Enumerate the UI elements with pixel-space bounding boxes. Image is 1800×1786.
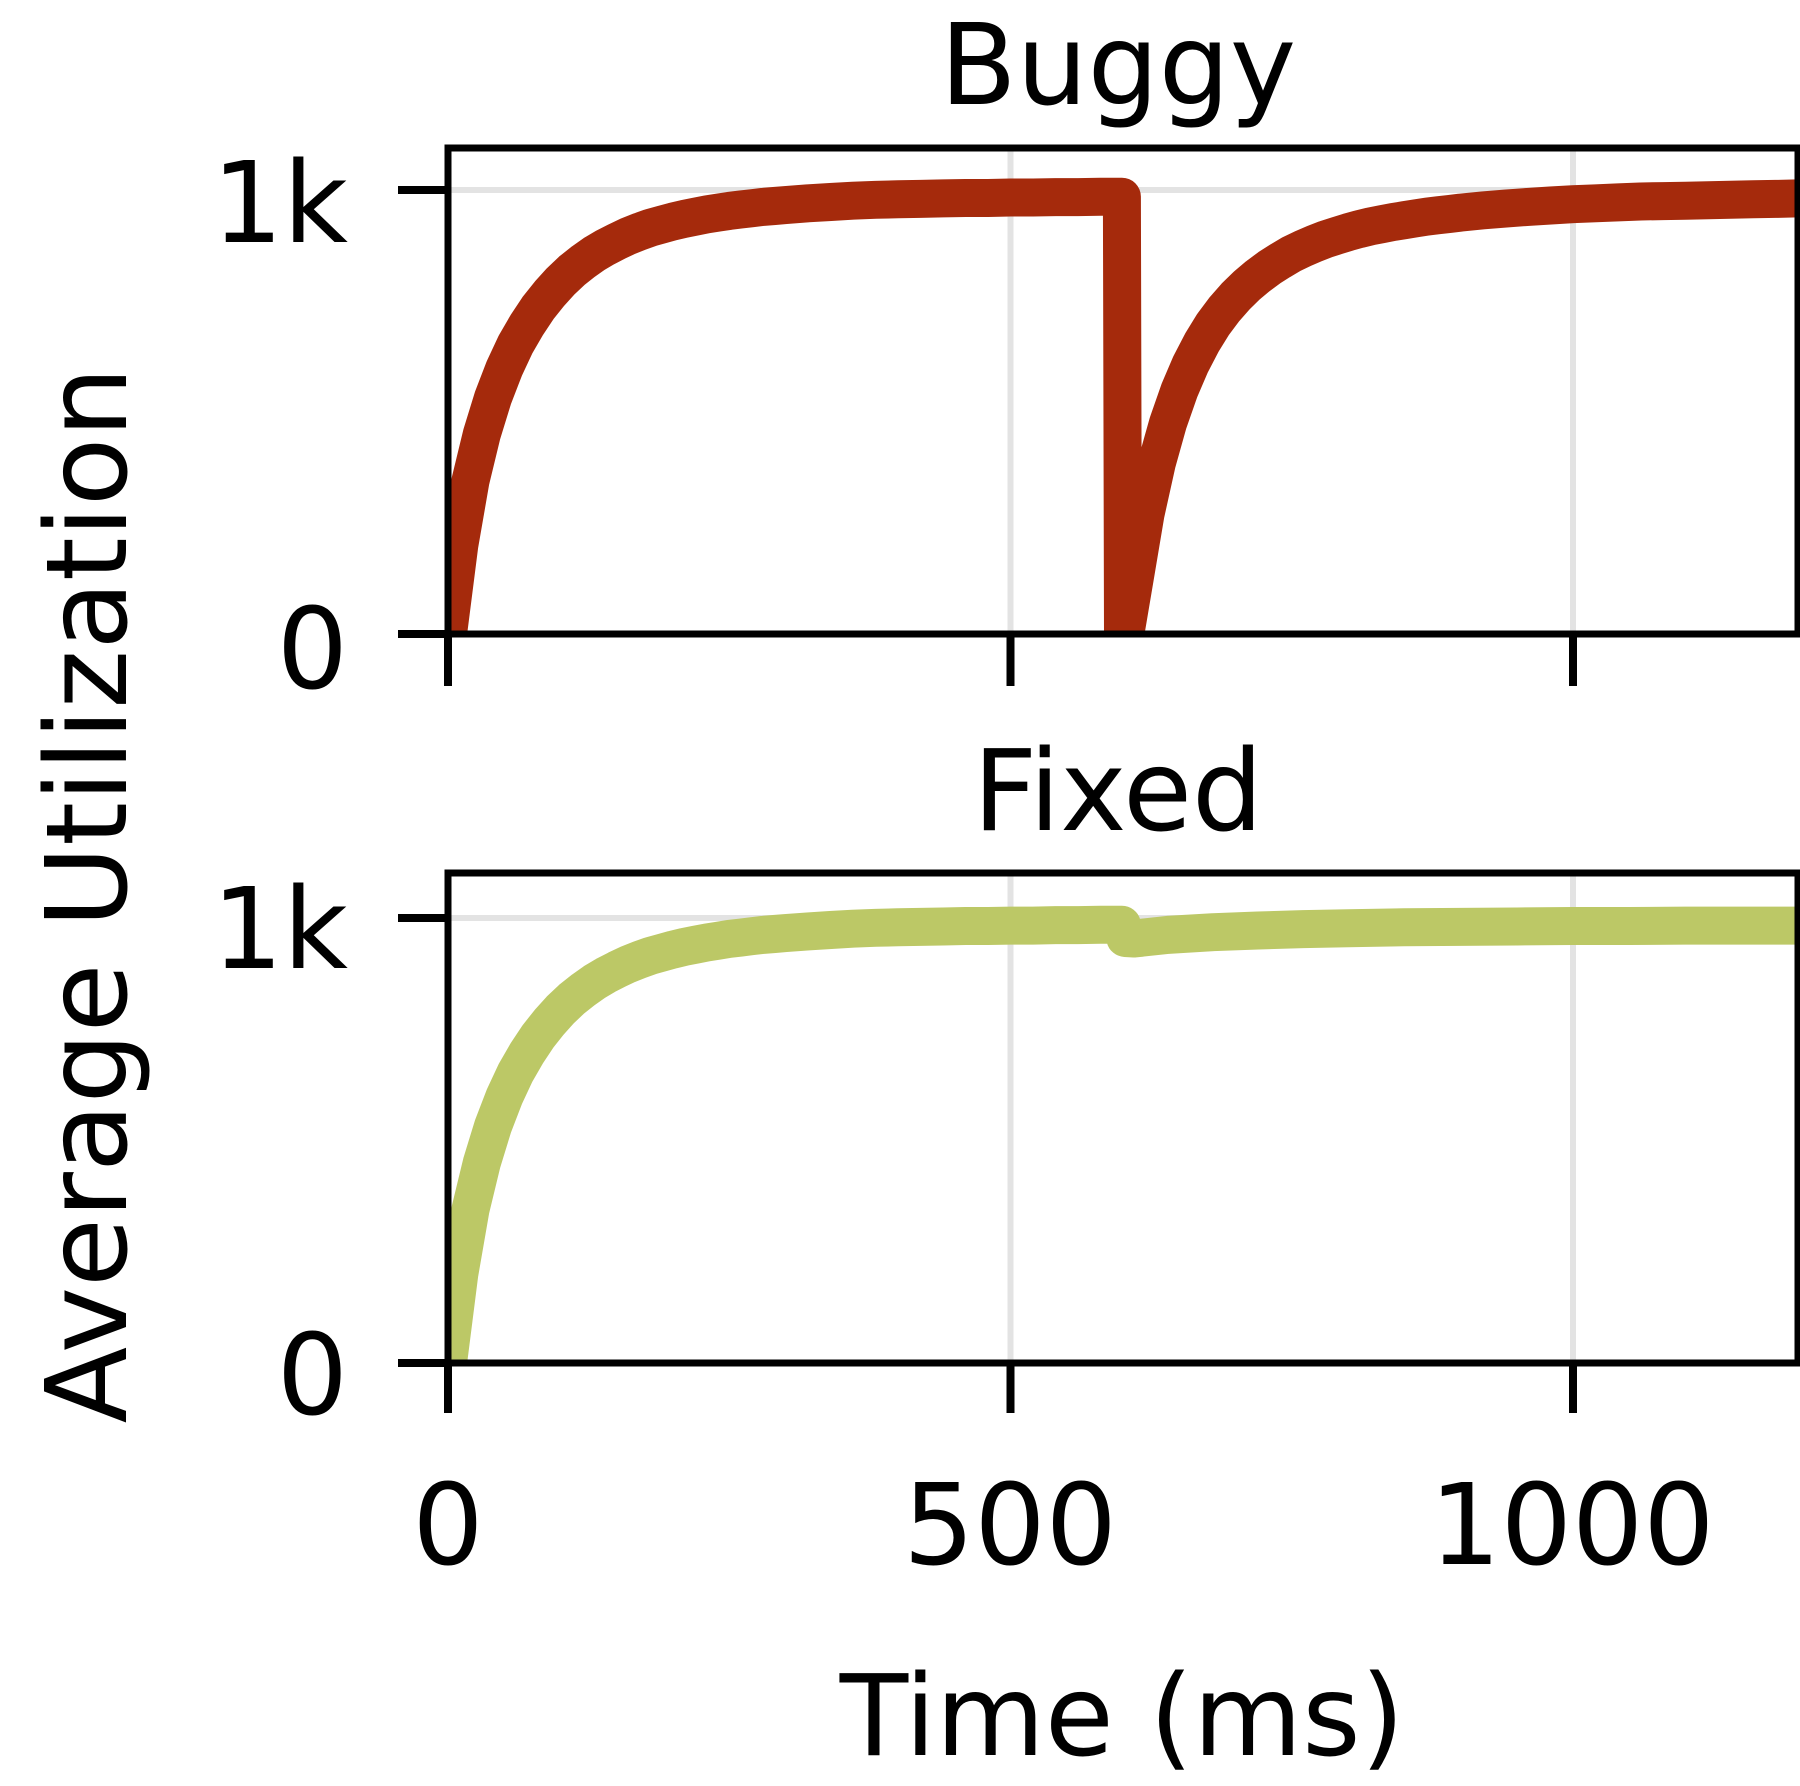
plot-area-fixed (448, 905, 1798, 1363)
plot-area-buggy (448, 177, 1798, 634)
series-line (448, 177, 1798, 634)
x-tick-label-1000: 1000 (1429, 1461, 1714, 1591)
y-tick-label-0: 0 (277, 585, 348, 715)
axes-frame-buggy (444, 144, 1800, 638)
chart-panel-buggy: Buggy 1k 0 (212, 1, 1800, 715)
y-tick-label-0: 0 (277, 1311, 348, 1441)
x-axis-label: Time (ms) (839, 1652, 1405, 1782)
chart-title-buggy: Buggy (940, 1, 1296, 131)
y-axis-label: Average Utilization (23, 367, 153, 1424)
axes-frame-fixed (444, 869, 1800, 1367)
series-line (448, 905, 1798, 1363)
x-tick-label-0: 0 (412, 1461, 483, 1591)
x-tick-label-500: 500 (903, 1461, 1117, 1591)
y-tick-label-1k: 1k (212, 865, 348, 995)
ticks-buggy (398, 186, 1577, 686)
chart-panel-fixed: Fixed 1k 0 0 500 1000 (212, 727, 1800, 1591)
y-tick-label-1k: 1k (212, 139, 348, 269)
chart-title-fixed: Fixed (973, 727, 1263, 857)
ticks-fixed (398, 914, 1577, 1413)
